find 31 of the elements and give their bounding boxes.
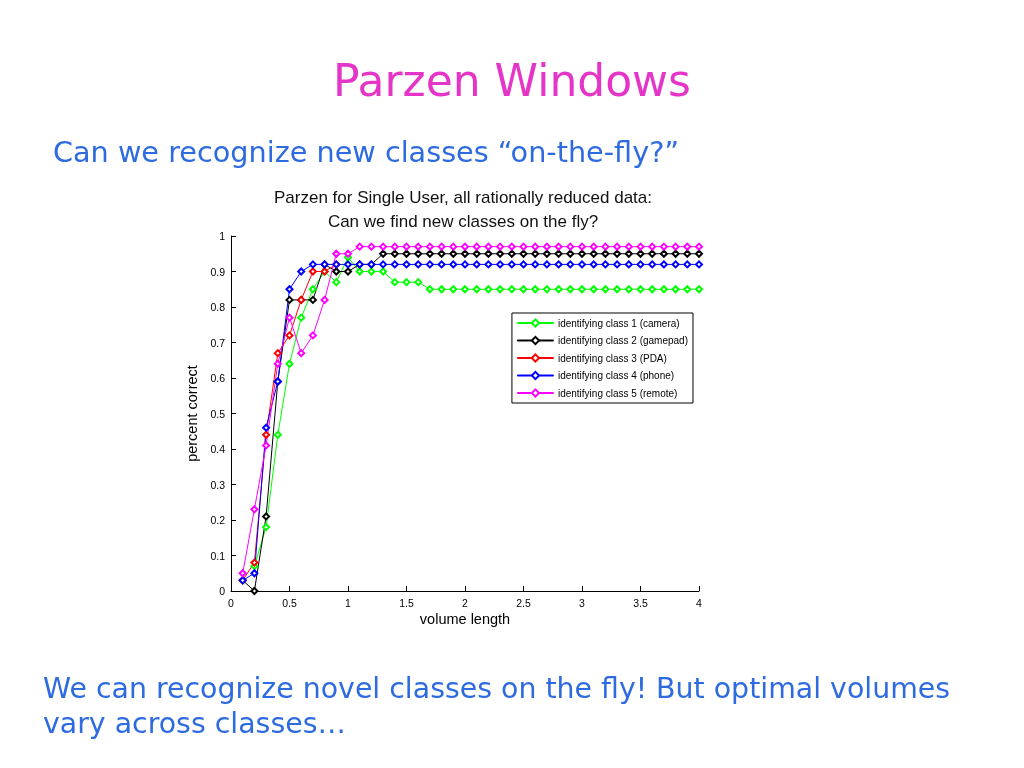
text: Parzen for Single User, all rationally reduced data: Can we find new classes on the fly? [274, 187, 652, 231]
y-tick-label: 0.7 [210, 336, 226, 349]
text: We can recognize novel classes on the fly! But optimal volumes vary across classes… [43, 672, 960, 740]
legend-label: identifying class 4 (phone) [557, 370, 675, 381]
x-tick-label: 2 [462, 596, 469, 609]
y-tick-label: 0.2 [210, 514, 226, 526]
legend-label: identifying class 5 (remote) [557, 387, 678, 399]
y-tick-label: 0.3 [210, 478, 226, 491]
y-tick-label: 0.6 [210, 372, 226, 384]
x-tick-label: 0.5 [282, 596, 297, 609]
legend-label: identifying class 1 (camera) [557, 317, 680, 329]
x-tick-label: 4 [696, 596, 703, 609]
y-tick-label: 1 [219, 230, 226, 242]
chart-subtitle: Can we recognize new classes “on-the-fly?” [53, 135, 680, 169]
x-axis-title: volume length [419, 610, 511, 627]
y-tick-label: 0.8 [210, 301, 226, 313]
legend-label: identifying class 3 (PDA) [557, 352, 667, 364]
y-tick-label: 0.5 [210, 407, 226, 420]
x-tick-label: 0 [228, 596, 235, 609]
y-tick-label: 0.9 [210, 265, 226, 278]
y-axis-title: percent correct [183, 365, 200, 462]
x-tick-label: 1.5 [399, 596, 414, 609]
chart-title: Parzen Windows [332, 54, 692, 106]
y-tick-label: 0.4 [210, 443, 226, 455]
x-tick-label: 2.5 [516, 596, 531, 609]
x-tick-label: 1 [345, 596, 352, 609]
x-tick-label: 3.5 [633, 596, 648, 609]
legend-label: identifying class 2 (gamepad) [557, 335, 689, 346]
y-tick-label: 0 [219, 585, 226, 597]
x-tick-label: 3 [579, 596, 586, 609]
y-tick-label: 0.1 [210, 549, 226, 562]
